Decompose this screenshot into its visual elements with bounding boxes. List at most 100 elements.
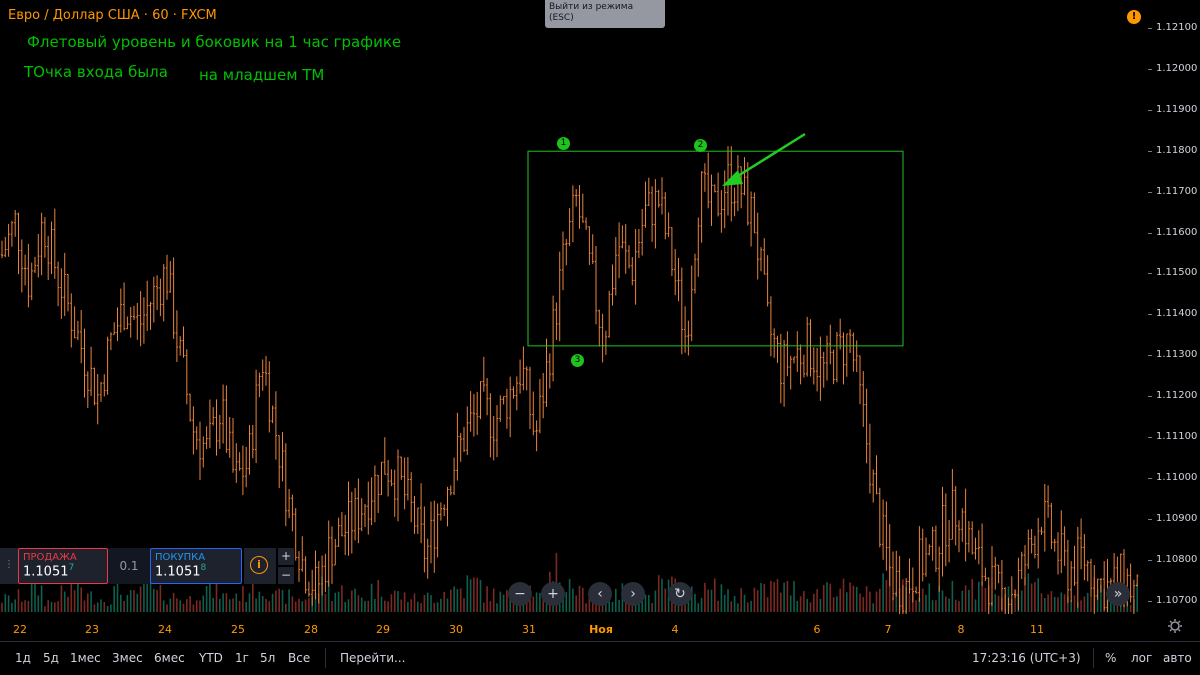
sell-price: 1.1051 (23, 564, 69, 580)
ohlc-bar (680, 267, 683, 355)
range-button[interactable]: 1г (235, 651, 249, 665)
price-chart[interactable] (0, 0, 1148, 628)
buy-button[interactable]: ПОКУПКА 1.10518 (150, 548, 242, 584)
range-button[interactable]: YTD (199, 651, 223, 665)
reset-chart-button[interactable]: ↻ (668, 582, 692, 606)
ohlc-bar (967, 521, 971, 553)
volume-bar (17, 589, 20, 612)
ohlc-bar (743, 157, 746, 196)
annotation-text-1[interactable]: Флетовый уровень и боковик на 1 час граф… (27, 33, 402, 51)
ohlc-bar (172, 257, 175, 339)
timezone-clock[interactable]: 17:23:16 (UTC+3) (972, 651, 1081, 665)
ohlc-bar (786, 331, 789, 377)
annotation-text-3[interactable]: на младшем ТМ (199, 66, 325, 84)
ohlc-bar (1033, 535, 1037, 559)
ohlc-bar (505, 388, 509, 429)
time-axis[interactable]: 22 23 24 25 28 29 30 31 Ноя 4 6 7 8 11 (0, 614, 1148, 640)
ohlc-bar (647, 177, 650, 206)
marker-1[interactable]: 1 (557, 137, 570, 150)
ohlc-bar (819, 336, 822, 401)
range-button[interactable]: 1мес (70, 651, 101, 665)
volume-bar (110, 604, 112, 612)
volume-bar (228, 599, 231, 612)
ohlc-bar (7, 223, 10, 257)
volume-bar (426, 592, 429, 612)
marker-3[interactable]: 3 (571, 354, 584, 367)
range-button[interactable]: 1д (15, 651, 31, 665)
volume-bar (499, 591, 502, 612)
ohlc-bar (479, 381, 482, 420)
ohlc-bar (518, 359, 522, 394)
volume-bar (908, 594, 911, 612)
percent-scale-toggle[interactable]: % (1105, 651, 1117, 665)
drag-handle[interactable]: ⋮ (0, 548, 18, 584)
volume-bar (126, 595, 129, 612)
volume-bar (756, 590, 759, 612)
range-button[interactable]: 6мес (154, 651, 185, 665)
volume-bar (420, 603, 422, 612)
ohlc-bar (462, 426, 466, 452)
volume-bar (384, 600, 386, 612)
ohlc-bar (221, 384, 225, 444)
ohlc-bar (1007, 597, 1010, 623)
range-button[interactable]: Все (288, 651, 311, 665)
ohlc-bar (657, 189, 660, 208)
range-button[interactable]: 5д (43, 651, 59, 665)
volume-bar (991, 601, 993, 612)
marker-2[interactable]: 2 (694, 139, 707, 152)
volume-bar (575, 595, 577, 612)
ohlc-bar (994, 556, 997, 590)
price-axis[interactable]: 1.12100 1.12000 1.11900 1.11800 1.11700 1.116… (1148, 0, 1200, 614)
ohlc-bar (1096, 578, 1099, 600)
volume-bar (608, 601, 610, 612)
volume-bar (648, 594, 650, 612)
chart-settings-button[interactable] (1148, 614, 1200, 640)
quantity-minus-button[interactable]: − (278, 567, 294, 584)
range-button[interactable]: 3мес (112, 651, 143, 665)
ohlc-bar (103, 374, 106, 397)
warning-icon[interactable]: ! (1127, 10, 1141, 24)
divider (1093, 648, 1094, 668)
ohlc-bar (20, 239, 23, 293)
info-button[interactable]: i (244, 548, 276, 584)
volume-bar (1129, 604, 1132, 612)
entry-arrow[interactable] (722, 132, 806, 186)
volume-bar (750, 600, 752, 612)
volume-bar (63, 591, 66, 612)
quantity-plus-button[interactable]: + (278, 548, 294, 565)
symbol-legend[interactable]: Евро / Доллар США · 60 · FXCM (8, 8, 217, 23)
volume-bar (238, 600, 241, 612)
zoom-out-button[interactable]: − (508, 582, 532, 606)
annotation-text-2[interactable]: ТОчка входа была (24, 63, 168, 81)
ohlc-bar (878, 487, 881, 548)
ohlc-bar (1089, 558, 1093, 597)
volume-bar (139, 586, 142, 612)
volume-bar (535, 592, 538, 612)
flat-range-box[interactable] (527, 150, 904, 347)
volume-bar (539, 592, 541, 612)
goto-date-button[interactable]: Перейти... (340, 651, 406, 665)
ohlc-bar (1030, 528, 1033, 554)
volume-bar (681, 600, 683, 612)
ohlc-bar (314, 550, 317, 600)
sell-button[interactable]: ПРОДАЖА 1.10517 (18, 548, 108, 584)
auto-scale-toggle[interactable]: авто (1163, 651, 1192, 665)
ohlc-bar (436, 503, 439, 558)
exit-fullscreen-tooltip[interactable]: Выйти из режима (ESC) (545, 0, 665, 28)
scroll-left-button[interactable]: ‹ (588, 582, 612, 606)
ohlc-bar (149, 301, 152, 330)
zoom-in-button[interactable]: + (541, 582, 565, 606)
ohlc-bar (667, 212, 670, 238)
ohlc-bar (70, 293, 73, 348)
volume-bar (40, 585, 43, 612)
go-to-realtime-button[interactable]: » (1106, 582, 1130, 606)
chart-canvas[interactable] (0, 0, 1148, 628)
log-scale-toggle[interactable]: лог (1131, 651, 1153, 665)
volume-bar (618, 599, 620, 612)
ohlc-bar (96, 374, 99, 425)
ohlc-bar (951, 469, 954, 540)
ohlc-bar (192, 406, 195, 455)
range-button[interactable]: 5л (260, 651, 276, 665)
scroll-right-button[interactable]: › (621, 582, 645, 606)
ohlc-bar (380, 461, 383, 495)
